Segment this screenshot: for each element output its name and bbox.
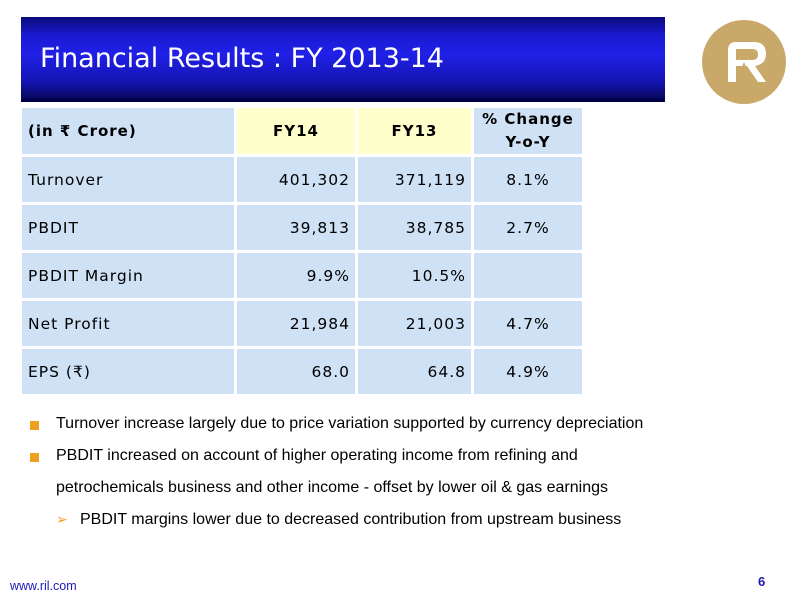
slide-title: Financial Results : FY 2013-14: [40, 43, 444, 74]
row-fy13: 10.5%: [358, 253, 471, 298]
row-fy13: 38,785: [358, 205, 471, 250]
row-change: 4.9%: [474, 349, 582, 394]
bullet-pbdit-line1: PBDIT increased on account of higher ope…: [56, 447, 578, 464]
row-label: PBDIT: [22, 205, 234, 250]
table-row: PBDIT Margin 9.9% 10.5%: [22, 253, 582, 298]
header-change-line2: Y-o-Y: [505, 133, 551, 151]
table-row: Net Profit 21,984 21,003 4.7%: [22, 301, 582, 346]
table-row: EPS (₹) 68.0 64.8 4.9%: [22, 349, 582, 394]
row-fy14: 68.0: [237, 349, 355, 394]
row-fy14: 401,302: [237, 157, 355, 202]
table-row: PBDIT 39,813 38,785 2.7%: [22, 205, 582, 250]
header-change-line1: % Change: [482, 110, 574, 128]
bullet-pbdit-line2: petrochemicals business and other income…: [56, 479, 608, 496]
title-banner: Financial Results : FY 2013-14: [21, 17, 665, 102]
sub-bullet-margins: PBDIT margins lower due to decreased con…: [80, 511, 622, 528]
row-fy14: 9.9%: [237, 253, 355, 298]
row-label: Net Profit: [22, 301, 234, 346]
header-unit-label: (in ₹ Crore): [22, 108, 234, 154]
row-change: 8.1%: [474, 157, 582, 202]
footer-url: www.ril.com: [10, 579, 77, 593]
row-fy14: 39,813: [237, 205, 355, 250]
square-bullet-icon: [30, 453, 39, 462]
reliance-logo: [702, 20, 786, 104]
financial-results-table: (in ₹ Crore) FY14 FY13 % Change Y-o-Y Tu…: [19, 105, 585, 397]
row-change: 4.7%: [474, 301, 582, 346]
header-fy13: FY13: [358, 108, 471, 154]
row-fy13: 64.8: [358, 349, 471, 394]
arrow-bullet-icon: ➢: [56, 512, 68, 528]
row-label: Turnover: [22, 157, 234, 202]
header-fy14: FY14: [237, 108, 355, 154]
table-header-row: (in ₹ Crore) FY14 FY13 % Change Y-o-Y: [22, 108, 582, 154]
row-change: 2.7%: [474, 205, 582, 250]
square-bullet-icon: [30, 421, 39, 430]
row-label: PBDIT Margin: [22, 253, 234, 298]
table-row: Turnover 401,302 371,119 8.1%: [22, 157, 582, 202]
header-change: % Change Y-o-Y: [474, 108, 582, 154]
bullet-turnover: Turnover increase largely due to price v…: [56, 415, 644, 432]
row-fy14: 21,984: [237, 301, 355, 346]
row-fy13: 21,003: [358, 301, 471, 346]
row-change: [474, 253, 582, 298]
row-fy13: 371,119: [358, 157, 471, 202]
page-number: 6: [758, 574, 766, 589]
row-label: EPS (₹): [22, 349, 234, 394]
